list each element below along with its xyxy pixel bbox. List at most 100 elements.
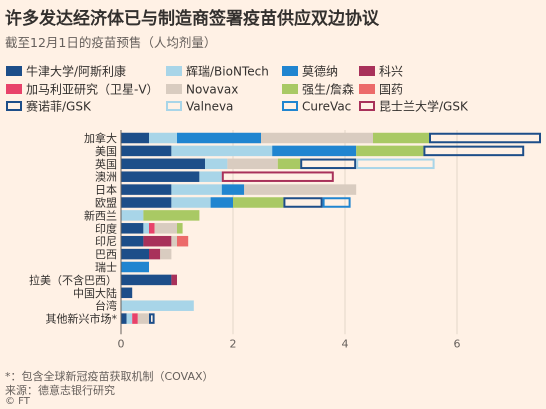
category-label: 印度 — [95, 221, 117, 235]
bar-segment — [121, 171, 200, 182]
category-label: 英国 — [95, 157, 117, 171]
x-tick-label: 6 — [454, 337, 461, 350]
bar-segment — [205, 158, 228, 170]
bar-segment — [171, 197, 211, 208]
legend-label: 莫德纳 — [302, 64, 338, 79]
bar-segment — [126, 313, 133, 324]
bar-segment — [283, 197, 323, 208]
legend-swatch — [166, 66, 182, 76]
bar-segment — [149, 132, 177, 144]
legend-label: CureVac — [302, 100, 351, 114]
bar-segment — [177, 235, 189, 247]
bar-segment — [121, 235, 144, 247]
bar-segment — [356, 158, 435, 170]
category-label: 澳洲 — [95, 171, 117, 184]
bar-segment — [356, 145, 424, 157]
bar-segment — [121, 287, 133, 299]
legend-swatch — [359, 101, 375, 111]
bar-segment — [143, 223, 149, 234]
legend-swatch — [359, 84, 375, 94]
category-label: 巴西 — [95, 248, 117, 261]
bar-segment — [210, 197, 233, 208]
category-label: 中国大陆 — [73, 286, 117, 300]
bar-segment — [121, 197, 172, 208]
bar-segment — [143, 210, 200, 221]
bar-segment — [149, 313, 155, 324]
legend-swatch — [6, 66, 22, 76]
bar-segment — [177, 223, 183, 234]
bar-segment — [171, 184, 222, 195]
bar-segment — [154, 223, 177, 234]
legend-label: 昆士兰大学/GSK — [379, 99, 469, 114]
chart-subtitle: 截至12月1日的疫苗预售（人均剂量） — [5, 35, 217, 50]
bar-segment — [423, 145, 525, 157]
legend-label: Valneva — [186, 100, 233, 114]
bar-segment — [143, 235, 172, 247]
legend-label: 国药 — [379, 83, 403, 97]
legend-label: 科兴 — [379, 65, 403, 79]
legend-swatch — [282, 84, 298, 94]
bar-segment — [121, 210, 144, 221]
bar-segment — [177, 132, 261, 144]
ft-credit: © FT — [5, 396, 30, 407]
legend-swatch — [359, 66, 375, 76]
bar-segment — [132, 313, 138, 324]
bar-segment — [322, 197, 351, 208]
legend-swatch — [166, 101, 182, 111]
category-label: 瑞士 — [95, 260, 117, 274]
legend-label: 赛诺菲/GSK — [26, 99, 92, 114]
legend-swatch — [282, 66, 298, 76]
bar-segment — [199, 171, 222, 182]
x-tick-label: 0 — [118, 337, 125, 350]
bar-segment — [137, 313, 149, 324]
bar-segment — [149, 223, 155, 234]
x-tick-label: 4 — [342, 337, 349, 350]
bar-segment — [261, 132, 373, 144]
bar-segment — [171, 274, 177, 286]
category-label: 印尼 — [95, 235, 117, 248]
bar-segment — [429, 132, 541, 144]
bar-segment — [221, 171, 334, 182]
bar-segment — [221, 184, 245, 195]
category-label: 美国 — [95, 145, 117, 158]
bar-segment — [160, 248, 172, 260]
bar-segment — [149, 248, 161, 260]
bar-segment — [171, 145, 273, 157]
bar-segment — [121, 300, 194, 311]
legend-swatch — [6, 101, 22, 111]
bar-segment — [121, 132, 149, 144]
bar-segment — [373, 132, 429, 144]
bar-segment — [121, 223, 144, 234]
bar-segment — [233, 197, 284, 208]
bar-segment — [244, 184, 357, 195]
bar-segment — [121, 274, 172, 286]
chart-title: 许多发达经济体已与制造商签署疫苗供应双边协议 — [5, 9, 379, 29]
bar-segment — [121, 248, 149, 260]
category-label: 其他新兴市场* — [46, 312, 118, 326]
source-note: 来源：德意志银行研究 — [5, 384, 115, 397]
legend-label: 辉瑞/BioNTech — [186, 65, 269, 79]
legend-label: 加马利亚研究（卫星-V） — [26, 82, 159, 97]
legend-label: 强生/詹森 — [302, 82, 354, 97]
bar-segment — [227, 158, 278, 170]
bar-segment — [277, 158, 301, 170]
legend-label: 牛津大学/阿斯利康 — [26, 64, 126, 79]
legend-swatch — [6, 84, 22, 94]
category-label: 拉美（不含巴西） — [29, 273, 117, 287]
bar-segment — [121, 184, 172, 195]
legend-swatch — [282, 101, 298, 111]
category-label: 日本 — [95, 183, 117, 197]
bar-segment — [121, 261, 149, 273]
bar-segment — [272, 145, 357, 157]
bar-segment — [121, 145, 172, 157]
bar-segment — [171, 235, 177, 247]
x-tick-label: 2 — [230, 337, 237, 350]
legend-label: Novavax — [186, 83, 238, 97]
footnote: *：包含全球新冠疫苗获取机制（COVAX） — [5, 370, 214, 383]
bar-segment — [300, 158, 357, 170]
legend-swatch — [166, 84, 182, 94]
category-label: 欧盟 — [95, 197, 117, 210]
category-label: 加拿大 — [84, 131, 117, 145]
bar-segment — [121, 158, 205, 170]
